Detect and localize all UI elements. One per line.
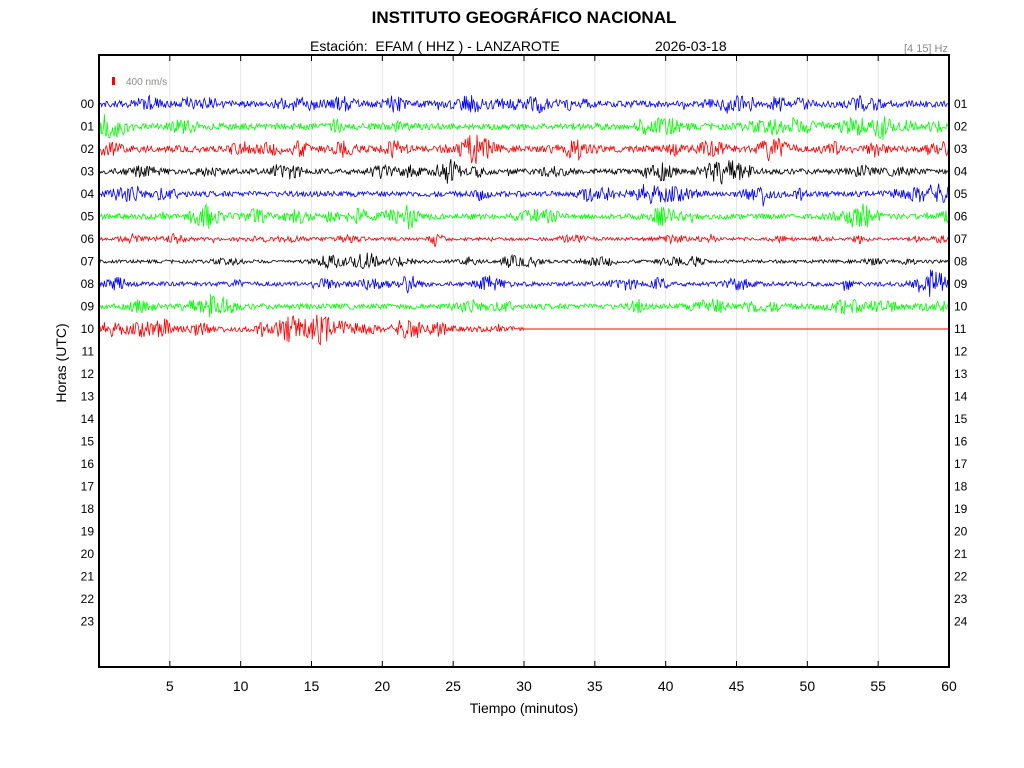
hour-label-right-16: 16 — [954, 435, 968, 449]
x-tick-label-40: 40 — [658, 678, 674, 694]
hour-label-right-19: 19 — [954, 502, 968, 516]
trace-group — [98, 94, 949, 346]
hour-label-right-20: 20 — [954, 525, 968, 539]
hour-label-left-02: 02 — [81, 142, 95, 156]
hour-label-left-09: 09 — [81, 300, 95, 314]
x-tick-label-45: 45 — [729, 678, 745, 694]
trace-hour-04 — [98, 183, 949, 207]
hour-label-right-13: 13 — [954, 367, 968, 381]
hour-label-right-12: 12 — [954, 345, 968, 359]
hour-label-left-23: 23 — [81, 615, 95, 629]
hour-label-left-06: 06 — [81, 232, 95, 246]
hour-label-left-11: 11 — [82, 345, 95, 359]
hour-label-right-03: 03 — [954, 142, 968, 156]
hour-label-left-04: 04 — [81, 187, 95, 201]
hour-label-left-22: 22 — [81, 592, 95, 606]
hour-label-left-19: 19 — [81, 525, 95, 539]
hour-label-right-05: 05 — [954, 187, 968, 201]
hour-label-left-17: 17 — [81, 480, 95, 494]
page-title: INSTITUTO GEOGRÁFICO NACIONAL — [371, 8, 677, 27]
trace-hour-10 — [98, 314, 525, 346]
hour-label-right-18: 18 — [954, 480, 968, 494]
hour-label-left-12: 12 — [81, 367, 95, 381]
hour-label-right-04: 04 — [954, 165, 968, 179]
hour-label-right-01: 01 — [954, 97, 968, 111]
hour-label-left-16: 16 — [81, 457, 95, 471]
hour-label-right-17: 17 — [954, 457, 968, 471]
y-axis-label: Horas (UTC) — [53, 323, 69, 403]
scale-bar: 400 nm/s — [112, 77, 167, 88]
hour-label-left-07: 07 — [81, 255, 95, 269]
hour-label-left-00: 00 — [81, 97, 95, 111]
trace-hour-07 — [98, 252, 949, 270]
station-label: Estación: EFAM ( HHZ ) - LANZAROTE — [310, 38, 560, 54]
hour-label-right-23: 23 — [954, 592, 968, 606]
trace-hour-02 — [98, 134, 949, 164]
trace-hour-05 — [98, 203, 949, 230]
hour-label-right-06: 06 — [954, 210, 968, 224]
trace-hour-08 — [98, 269, 949, 297]
axis-ticks — [169, 55, 950, 667]
station-row: Estación: EFAM ( HHZ ) - LANZAROTE 2026-… — [0, 38, 1024, 56]
x-tick-label-10: 10 — [233, 678, 249, 694]
hour-label-right-21: 21 — [954, 547, 968, 561]
hour-label-right-22: 22 — [954, 570, 968, 584]
hour-label-left-03: 03 — [81, 165, 95, 179]
x-tick-label-55: 55 — [870, 678, 886, 694]
x-tick-label-20: 20 — [375, 678, 391, 694]
trace-hour-01 — [98, 114, 949, 140]
grid-lines — [169, 55, 879, 667]
x-tick-label-35: 35 — [587, 678, 603, 694]
hour-label-right-09: 09 — [954, 277, 968, 291]
hour-label-right-15: 15 — [954, 412, 968, 426]
trace-hour-00 — [98, 94, 949, 114]
hour-label-left-08: 08 — [81, 277, 95, 291]
hour-label-left-15: 15 — [81, 435, 95, 449]
filter-band-label: [4 15] Hz — [903, 43, 948, 55]
hour-label-right-11: 11 — [954, 322, 967, 336]
date-label: 2026-03-18 — [655, 38, 727, 54]
trace-hour-06 — [98, 233, 949, 247]
hour-label-right-14: 14 — [954, 390, 968, 404]
x-tick-label-60: 60 — [941, 678, 957, 694]
hour-label-left-14: 14 — [81, 412, 95, 426]
hour-label-right-08: 08 — [954, 255, 968, 269]
hour-label-right-07: 07 — [954, 232, 968, 246]
hour-label-right-24: 24 — [954, 615, 968, 629]
hour-label-left-10: 10 — [81, 322, 95, 336]
scale-bar-mark — [112, 77, 115, 85]
hour-label-left-21: 21 — [81, 570, 95, 584]
trace-hour-03 — [98, 159, 949, 185]
hour-label-left-01: 01 — [81, 120, 95, 134]
x-tick-label-30: 30 — [516, 678, 532, 694]
scale-bar-label: 400 nm/s — [126, 77, 167, 88]
x-tick-label-15: 15 — [304, 678, 320, 694]
hour-label-right-02: 02 — [954, 120, 968, 134]
hour-label-left-13: 13 — [81, 390, 95, 404]
x-tick-label-25: 25 — [445, 678, 461, 694]
x-tick-label-5: 5 — [166, 678, 174, 694]
x-tick-label-50: 50 — [800, 678, 816, 694]
axis-labels: 5 10 15 20 25 30 35 40 45 50 55 60 00 01 02 03 04 05 06 07 0… — [81, 97, 968, 694]
trace-hour-09 — [98, 294, 949, 318]
hour-label-left-20: 20 — [81, 547, 95, 561]
x-axis-label: Tiempo (minutos) — [469, 700, 579, 716]
hour-label-left-05: 05 — [81, 210, 95, 224]
hour-label-right-10: 10 — [954, 300, 968, 314]
hour-label-left-18: 18 — [81, 502, 95, 516]
